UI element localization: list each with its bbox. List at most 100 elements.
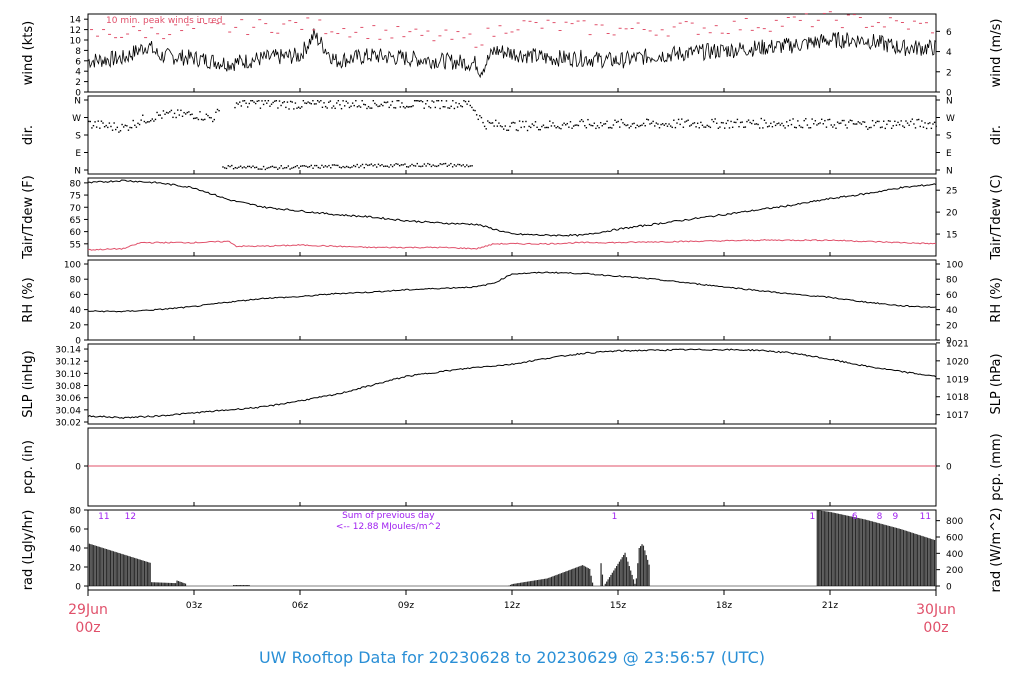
dir-point [836,121,839,123]
dir-point [196,117,198,119]
dir-point [496,125,499,127]
x-tick-label: 03z [186,601,202,611]
dir-point [676,122,678,124]
dir-point [250,166,252,169]
dir-point [902,125,904,127]
x-tick-label: 06z [292,601,308,611]
dir-point [234,106,236,109]
dir-point [717,127,720,130]
dir-point [293,108,295,110]
dir-point [916,119,918,121]
dir-point [733,121,735,123]
dir-point [798,124,801,127]
dir-point [738,125,740,128]
dir-point [299,107,301,109]
rh-right-tick-label: 100 [946,261,963,271]
dir-point [323,102,325,104]
rh-right-axis-label: RH (%) [989,277,1004,322]
dir-point [848,121,850,123]
dir-point [580,119,583,121]
dir-point [414,165,417,167]
dir-point [429,107,432,109]
dir-point [498,122,500,124]
dir-point [935,125,937,128]
rh-line [87,271,937,313]
dir-point [674,126,677,129]
dir-point [604,123,607,125]
wind-speed-line [87,28,937,79]
dir-point [289,168,291,170]
dir-point [448,164,450,166]
rh-right-tick-label: 20 [946,321,958,331]
dir-point [628,127,630,129]
dir-point [380,103,382,106]
dir-point [623,123,626,126]
dir-point [264,168,267,171]
dir-point [690,124,693,126]
dir-point [121,123,123,126]
dir-point [541,125,543,128]
dir-point [342,100,344,102]
dir-point [255,166,258,168]
temp-left-tick-label: 70 [70,204,82,214]
wind-right-tick-label: 0 [946,89,952,99]
dir-point [183,111,185,114]
dir-point [671,126,673,129]
dir-point [520,126,522,129]
dir-point [430,165,433,168]
dir-point [482,121,484,124]
dir-point [776,123,778,125]
dir-point [111,129,114,131]
dir-point [406,166,408,168]
dir-point [692,122,694,125]
rad-left-tick-label: 20 [70,564,82,574]
dir-point [310,103,312,105]
dir-point [615,121,618,123]
dir-point [358,105,360,107]
dir-point [700,121,702,124]
dir-point [396,100,398,102]
dir-point [113,122,115,124]
dir-point [468,100,470,103]
dir-point [229,165,231,168]
dir-point [514,122,516,124]
dir-point [216,108,219,111]
rh-left-tick-label: 60 [70,291,82,301]
dir-point [545,126,548,129]
dir-point [925,127,928,130]
dir-point [366,107,368,110]
slp-left-tick-label: 30.02 [55,419,81,429]
dir-point [127,129,130,131]
dir-point [727,119,729,122]
dir-right-axis-label: dir. [989,125,1004,145]
wind-left-tick-label: 8 [75,47,81,57]
dir-point [132,119,134,122]
dir-point [170,109,173,112]
dir-point [386,165,388,167]
dir-point [840,122,842,124]
dir-point [353,104,355,107]
dir-point [719,126,721,128]
dir-point [289,100,292,103]
dir-point [460,105,462,107]
dir-point [685,120,688,122]
dir-point [391,100,394,103]
dir-point [145,122,147,124]
dir-point [754,123,756,125]
dir-point [340,107,343,110]
dir-point [593,122,596,124]
pcp-right-tick-label: 0 [946,463,952,473]
rad-top-label: 11 [920,512,931,522]
dir-point [523,126,526,128]
dir-point [528,125,530,128]
dir-point [544,126,546,129]
dir-point [563,122,565,124]
rad-left-tick-label: 40 [70,545,82,555]
dir-point [296,164,298,167]
dir-point [212,120,214,123]
dir-left-tick-label: N [74,167,81,177]
dir-point [268,166,270,169]
wind-annotation: 10 min. peak winds in red [106,16,223,26]
slp-right-tick-label: 1021 [946,339,969,349]
dir-right-tick-label: N [946,167,953,177]
